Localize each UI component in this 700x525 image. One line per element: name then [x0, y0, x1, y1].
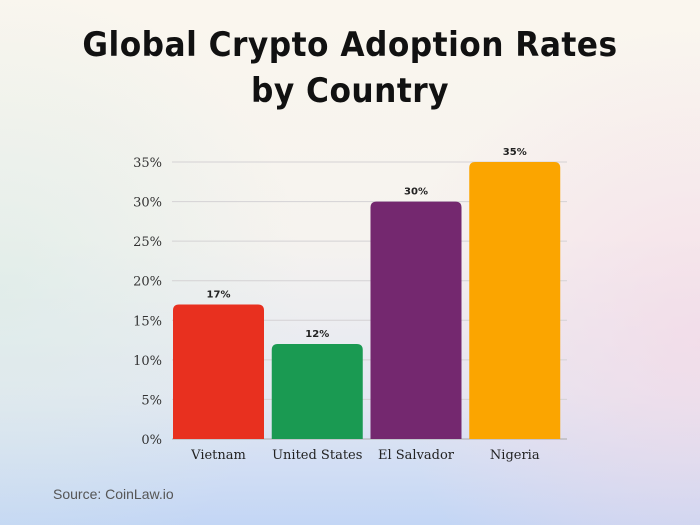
- bar-vietnam: [173, 304, 264, 439]
- x-tick-label: United States: [272, 448, 362, 463]
- y-tick-label: 5%: [141, 393, 162, 408]
- x-tick-label: Nigeria: [490, 448, 540, 463]
- x-tick-label: El Salvador: [378, 448, 455, 463]
- data-label: 12%: [305, 329, 329, 340]
- data-label: 35%: [503, 147, 527, 158]
- chart-title: Global Crypto Adoption Rates by Country: [82, 25, 618, 111]
- data-label: 17%: [207, 289, 231, 300]
- y-tick-label: 10%: [133, 354, 162, 369]
- y-tick-label: 25%: [133, 235, 162, 250]
- y-tick-label: 20%: [133, 275, 162, 290]
- y-tick-label: 35%: [133, 156, 162, 171]
- y-tick-label: 30%: [133, 196, 162, 211]
- source-note: Source: CoinLaw.io: [53, 486, 174, 502]
- y-tick-label: 0%: [141, 433, 162, 448]
- bar-el-salvador: [370, 201, 462, 439]
- y-tick-label: 15%: [133, 314, 162, 329]
- bar-united-states: [271, 344, 363, 439]
- x-tick-label: Vietnam: [190, 448, 246, 463]
- bar-nigeria: [469, 162, 561, 439]
- data-label: 30%: [404, 187, 428, 198]
